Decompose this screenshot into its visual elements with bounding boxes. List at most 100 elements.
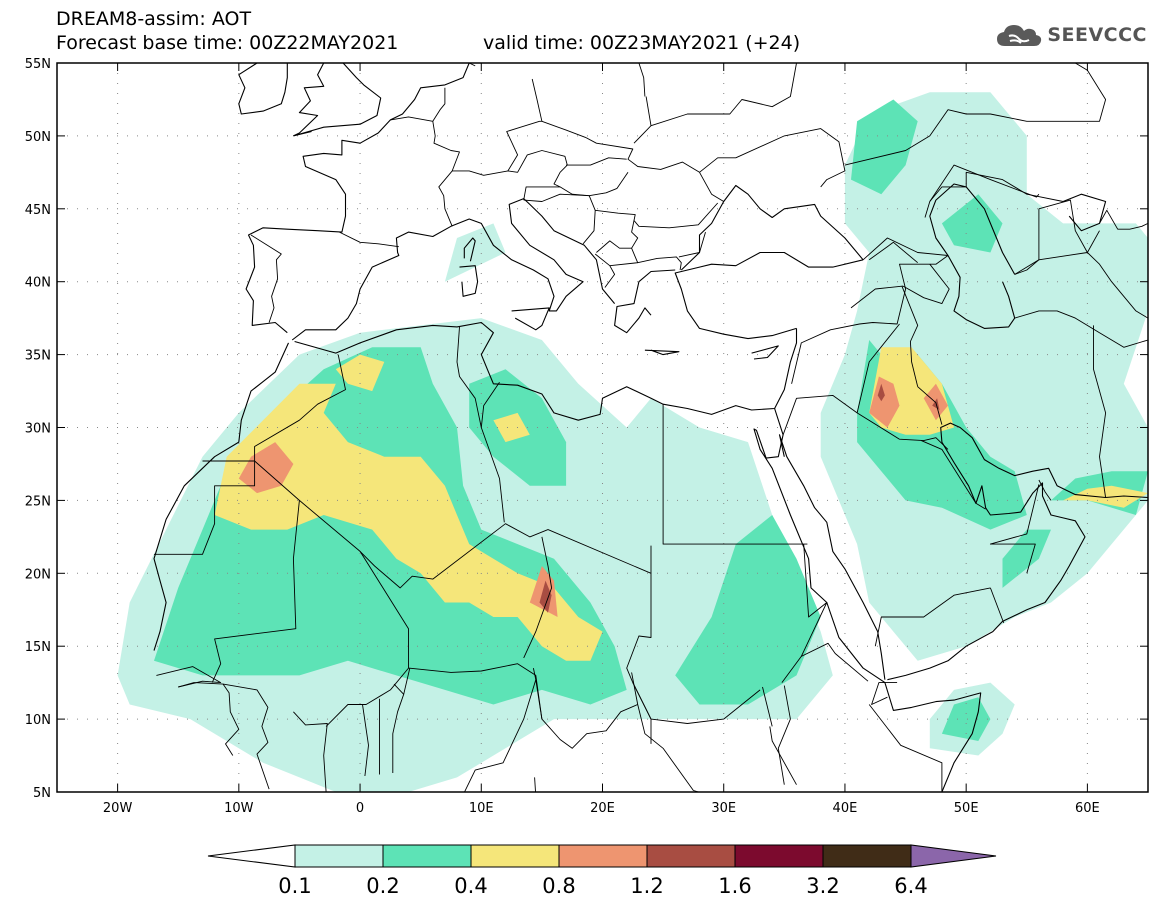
logo: SEEVCCC	[995, 22, 1147, 48]
country-border	[762, 686, 773, 727]
colorbar-label: 1.6	[718, 874, 751, 898]
country-border	[856, 323, 900, 414]
lat-tick-label: 25N	[25, 494, 51, 509]
country-border	[559, 172, 629, 197]
country-border	[390, 116, 460, 227]
lat-tick-label: 40N	[25, 276, 51, 291]
coastline	[778, 434, 886, 680]
country-border	[1014, 310, 1100, 334]
country-border	[254, 354, 346, 461]
country-border	[362, 704, 369, 777]
country-border	[566, 157, 627, 166]
country-border	[631, 220, 682, 271]
country-border	[924, 186, 967, 218]
country-border	[523, 536, 553, 659]
aot-contour-0-4	[493, 412, 530, 443]
coastline	[511, 307, 550, 331]
country-border	[678, 231, 706, 258]
aot-contour-0-8	[869, 376, 900, 428]
country-border	[1014, 230, 1100, 275]
country-border	[595, 202, 719, 229]
coastline	[674, 251, 864, 340]
country-border	[791, 255, 949, 384]
country-border	[631, 672, 694, 791]
chart-title: DREAM8-assim: AOT	[56, 8, 252, 30]
lon-tick-label: 60E	[1075, 801, 1100, 816]
country-border	[699, 128, 846, 188]
aot-contour-0-1	[663, 427, 712, 457]
lon-tick-label: 20E	[590, 801, 615, 816]
country-border	[403, 667, 411, 695]
coastline	[291, 198, 616, 341]
country-border	[868, 704, 943, 792]
lon-tick-label: 10W	[224, 801, 254, 816]
country-border	[293, 711, 328, 792]
coastline	[153, 342, 290, 651]
coastline	[1062, 193, 1107, 232]
country-borders	[154, 63, 1148, 792]
country-border	[456, 326, 505, 523]
country-border	[535, 679, 638, 749]
coastline	[751, 345, 779, 360]
aot-contour-0-2	[675, 515, 821, 705]
country-border	[254, 460, 652, 720]
map-axes: 55N 50N 45N 40N 35N 30N 25N 20N 15N 10N 5N 20W 10W 0 1…	[25, 57, 1148, 816]
colorbar-segment	[470, 844, 560, 868]
aot-contours	[117, 92, 1148, 792]
country-border	[250, 234, 282, 323]
lat-tick-label: 50N	[25, 130, 51, 145]
country-border	[874, 587, 991, 647]
colorbar-label: 0.8	[542, 874, 575, 898]
lon-tick-label: 10E	[469, 801, 494, 816]
country-border	[1099, 209, 1148, 230]
country-border	[339, 231, 399, 248]
aot-contour-1-2	[877, 383, 885, 402]
country-border	[844, 63, 1107, 166]
country-border	[506, 120, 724, 202]
country-border	[223, 683, 270, 790]
coastline	[245, 63, 470, 334]
valid-time: valid time: 00Z23MAY2021 (+24)	[483, 32, 801, 54]
cloud-icon	[997, 25, 1042, 46]
map-plot-area	[57, 63, 1148, 792]
colorbar-segment	[382, 844, 472, 868]
country-border	[156, 666, 222, 688]
colorbar-segment	[558, 844, 648, 868]
colorbar-upper-arrow	[910, 844, 997, 868]
lat-tick-label: 45N	[25, 203, 51, 218]
coastline	[753, 408, 982, 792]
country-border	[777, 685, 791, 785]
country-border	[989, 484, 1040, 574]
country-border	[862, 237, 949, 261]
country-border	[154, 461, 256, 555]
country-border	[408, 663, 543, 720]
country-border	[596, 240, 632, 253]
lat-tick-label: 35N	[25, 349, 51, 364]
lon-tick-label: 40E	[833, 801, 858, 816]
lat-tick-label: 30N	[25, 422, 51, 437]
country-border	[633, 96, 652, 144]
lon-tick-label: 0	[356, 801, 364, 816]
aot-contour-1-2	[539, 580, 552, 613]
aot-contour-0-4	[214, 383, 603, 661]
coastline	[293, 63, 325, 137]
country-border	[480, 382, 500, 428]
colorbar-segment	[822, 844, 912, 868]
aot-contour-0-8	[238, 442, 294, 494]
country-border	[871, 682, 898, 705]
country-border	[523, 193, 596, 245]
country-border	[769, 726, 797, 785]
coastline	[929, 183, 1016, 329]
country-border	[178, 682, 240, 756]
country-border	[662, 404, 808, 545]
country-border	[1038, 199, 1148, 319]
country-border	[989, 587, 1005, 624]
aot-contour-0-1	[444, 223, 506, 282]
lon-tick-label: 20W	[103, 801, 133, 816]
country-border	[650, 63, 797, 127]
colorbar: 0.1 0.2 0.4 0.8 1.2 1.6 3.2 6.4	[207, 844, 997, 898]
aot-contour-0-2	[851, 99, 918, 195]
country-border	[965, 171, 1064, 202]
coastline	[294, 321, 798, 421]
country-border	[781, 544, 828, 683]
